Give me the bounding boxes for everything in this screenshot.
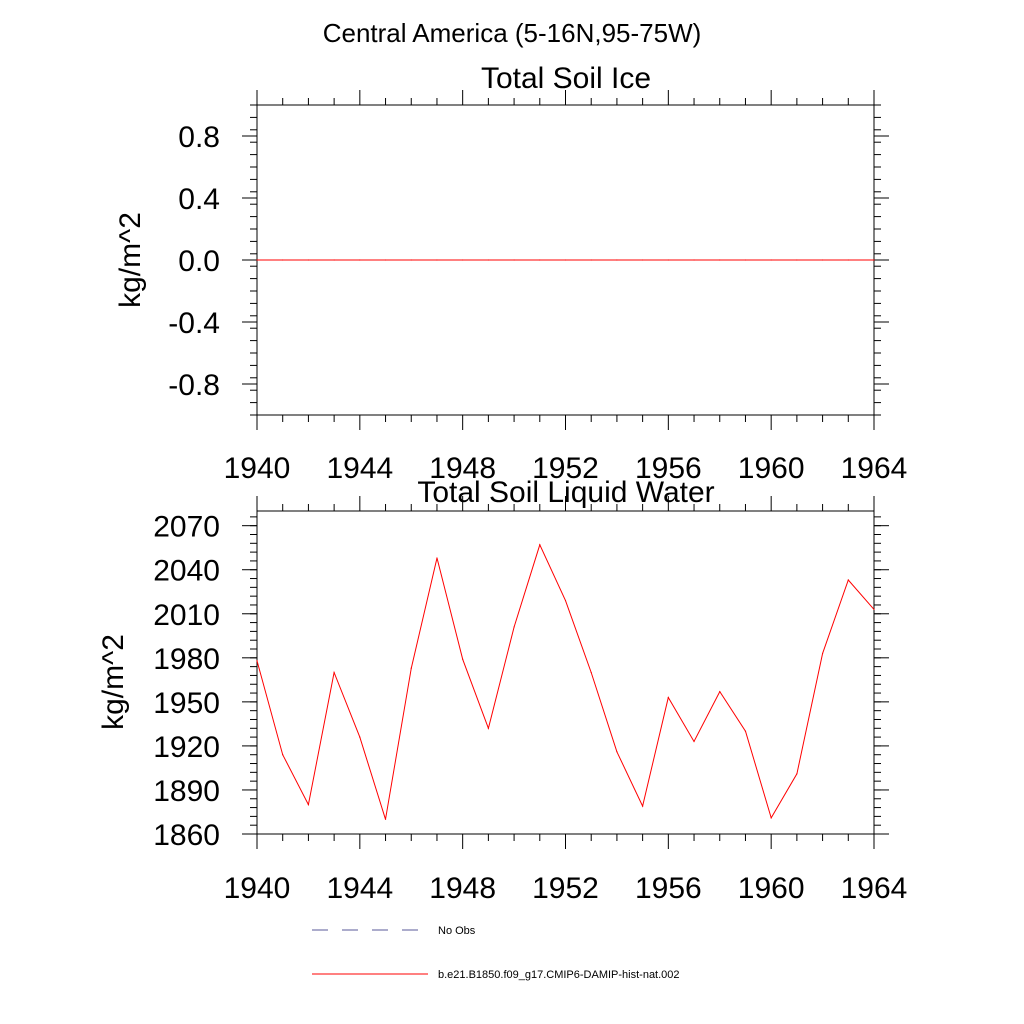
soil-liquid-water-x-tick-label: 1944: [326, 872, 393, 905]
soil-liquid-water-data-point: [513, 626, 515, 628]
soil-ice-ticks: 1940 1944 1948 1952 1956 1960 1964 0.8 0.4 0.0 -0.…: [168, 90, 907, 485]
soil-ice-data-point: [770, 259, 772, 261]
soil-ice-data-point: [719, 259, 721, 261]
soil-liquid-water-x-tick-label: 1940: [224, 872, 291, 905]
soil-liquid-water-y-tick-label: 2010: [153, 599, 220, 632]
soil-liquid-water-data-point: [796, 773, 798, 775]
soil-liquid-water-data-point: [642, 805, 644, 807]
soil-ice-y-tick-label: 0.8: [178, 121, 220, 154]
soil-liquid-water-y-tick-label: 1980: [153, 643, 220, 676]
soil-ice-data-point: [539, 259, 541, 261]
soil-ice-data-point: [462, 259, 464, 261]
soil-ice-data-point: [384, 259, 387, 261]
soil-liquid-water-data-point: [590, 671, 592, 674]
soil-ice-x-tick-label: 1956: [635, 452, 702, 485]
soil-liquid-water-data-point: [436, 557, 438, 559]
soil-liquid-water-data-point: [873, 608, 875, 610]
soil-ice-data-point: [616, 259, 618, 261]
soil-ice-y-tick-label: -0.4: [168, 307, 220, 340]
legend-label-model: b.e21.B1850.f09_g17.CMIP6-DAMIP-hist-nat…: [438, 969, 680, 981]
soil-liquid-water-x-tick-label: 1956: [635, 872, 702, 905]
soil-liquid-water-x-tick-label: 1948: [429, 872, 496, 905]
soil-ice-data-point: [667, 259, 669, 261]
soil-liquid-water-series: [256, 543, 875, 820]
soil-liquid-water-data-point: [333, 671, 335, 674]
soil-ice-data-point: [436, 259, 438, 261]
soil-liquid-water-y-tick-label: 1890: [153, 775, 220, 808]
soil-liquid-water-data-point: [462, 658, 464, 660]
soil-liquid-water-ticks: 1940 1944 1948 1952 1956 1960 1964 2070 2040 2010…: [153, 496, 907, 905]
soil-liquid-water-y-tick-label: 2040: [153, 555, 220, 588]
soil-liquid-water-x-tick-label: 1964: [841, 872, 908, 905]
soil-liquid-water-data-point: [744, 730, 747, 732]
soil-ice-data-point: [359, 259, 361, 261]
soil-liquid-water-data-point: [821, 652, 824, 655]
soil-liquid-water-data-point: [847, 579, 849, 581]
legend-label-no-obs: No Obs: [438, 925, 476, 937]
soil-ice-data-point: [487, 259, 489, 261]
soil-ice-data-point: [847, 259, 849, 261]
soil-ice-ylabel: kg/m^2: [114, 212, 147, 308]
soil-ice-data-point: [513, 259, 515, 261]
soil-ice-data-point: [564, 259, 567, 261]
soil-liquid-water-data-point: [564, 599, 567, 602]
soil-liquid-water-data-point: [256, 660, 258, 662]
soil-liquid-water-data-point: [307, 804, 310, 806]
soil-ice-y-tick-label: -0.8: [168, 369, 220, 402]
soil-ice-data-point: [693, 259, 695, 261]
soil-liquid-water-panel: Total Soil Liquid Water kg/m^2 1940 1944 1…: [97, 476, 907, 905]
soil-liquid-water-data-point: [384, 818, 387, 820]
soil-ice-data-point: [744, 259, 747, 261]
soil-liquid-water-data-point: [693, 740, 695, 743]
soil-ice-x-tick-label: 1940: [224, 452, 291, 485]
soil-ice-data-point: [642, 259, 644, 261]
soil-ice-series: [256, 259, 875, 261]
soil-ice-data-point: [821, 259, 824, 261]
legend: No Obs b.e21.B1850.f09_g17.CMIP6-DAMIP-h…: [312, 925, 680, 981]
soil-liquid-water-data-point: [667, 696, 669, 699]
soil-ice-data-point: [796, 259, 798, 261]
soil-liquid-water-ylabel: kg/m^2: [97, 634, 130, 730]
soil-ice-data-point: [873, 259, 875, 261]
figure-title: Central America (5-16N,95-75W): [323, 18, 702, 48]
soil-ice-data-point: [256, 259, 258, 261]
soil-ice-x-tick-label: 1964: [841, 452, 908, 485]
soil-liquid-water-x-tick-label: 1960: [738, 872, 805, 905]
soil-ice-x-tick-label: 1952: [532, 452, 599, 485]
soil-liquid-water-x-tick-label: 1952: [532, 872, 599, 905]
soil-liquid-water-y-tick-label: 1950: [153, 687, 220, 720]
soil-liquid-water-y-tick-label: 2070: [153, 511, 220, 544]
soil-liquid-water-data-point: [719, 690, 721, 693]
soil-ice-y-tick-label: 0.4: [178, 183, 220, 216]
soil-liquid-water-data-point: [359, 736, 361, 738]
soil-liquid-water-data-point: [487, 727, 489, 729]
soil-liquid-water-y-tick-label: 1860: [153, 819, 220, 852]
soil-ice-data-point: [590, 259, 592, 261]
soil-ice-title: Total Soil Ice: [481, 62, 651, 95]
soil-ice-data-point: [410, 259, 412, 261]
soil-ice-x-tick-label: 1944: [326, 452, 393, 485]
soil-liquid-water-data-point: [410, 667, 412, 669]
soil-ice-data-point: [282, 259, 284, 261]
soil-liquid-water-data-point: [770, 817, 772, 819]
soil-ice-y-tick-label: 0.0: [178, 245, 220, 278]
soil-liquid-water-data-point: [616, 751, 618, 753]
soil-ice-x-tick-label: 1960: [738, 452, 805, 485]
soil-ice-x-tick-label: 1948: [429, 452, 496, 485]
soil-ice-panel: Total Soil Ice kg/m^2 1940 1944 1948 1952 19…: [114, 62, 907, 485]
soil-liquid-water-series-line: [256, 543, 875, 820]
soil-ice-data-point: [307, 259, 310, 261]
soil-liquid-water-data-point: [539, 544, 541, 546]
soil-ice-data-point: [333, 259, 335, 261]
soil-liquid-water-plot-frame: [256, 510, 875, 835]
soil-liquid-water-y-tick-label: 1920: [153, 731, 220, 764]
soil-liquid-water-data-point: [282, 754, 284, 756]
